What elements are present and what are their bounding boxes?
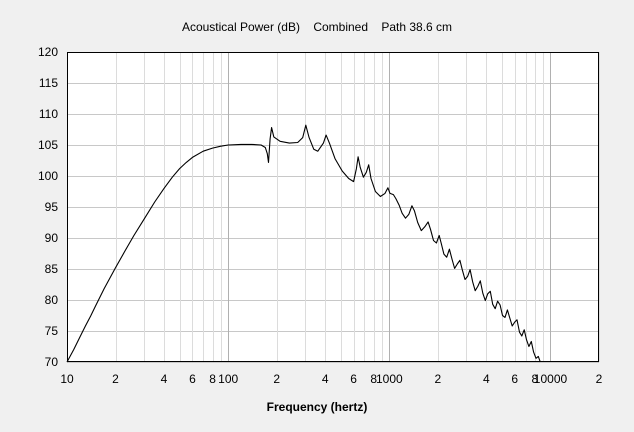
plot-border [67,52,599,362]
y-tick-labels: 70 75 80 85 90 95 100 105 110 115 120 [38,45,58,369]
x-axis-label: Frequency (hertz) [267,400,368,414]
x-tick-label: 4 [161,372,168,386]
y-tick-label: 95 [45,200,59,214]
x-tick-label: 2 [112,372,119,386]
series-layer [66,124,541,363]
y-tick-label: 120 [38,45,58,59]
x-tick-label: 2 [273,372,280,386]
y-tick-label: 100 [38,169,58,183]
x-tick-label: 4 [483,372,490,386]
x-tick-label: 1000 [376,372,403,386]
y-tick-label: 85 [45,262,59,276]
chart-title: Acoustical Power (dB) Combined Path 38.6… [182,20,452,34]
y-tick-label: 115 [39,76,58,90]
x-tick-label: 6 [350,372,357,386]
y-tick-label: 90 [45,231,59,245]
x-tick-label: 10 [60,372,74,386]
x-tick-label: 10000 [534,372,568,386]
x-tick-label: 100 [218,372,238,386]
x-tick-label: 4 [322,372,329,386]
series-line [66,124,541,363]
x-tick-label: 8 [209,372,216,386]
x-tick-label: 2 [596,372,603,386]
y-tick-label: 105 [38,138,58,152]
y-tick-label: 70 [45,355,59,369]
x-tick-label: 6 [189,372,196,386]
x-tick-label: 2 [434,372,441,386]
y-tick-label: 80 [45,293,59,307]
x-tick-label: 8 [370,372,377,386]
y-tick-label: 110 [39,107,58,121]
y-tick-label: 75 [45,324,59,338]
x-tick-label: 6 [511,372,518,386]
x-tick-label: 8 [532,372,539,386]
